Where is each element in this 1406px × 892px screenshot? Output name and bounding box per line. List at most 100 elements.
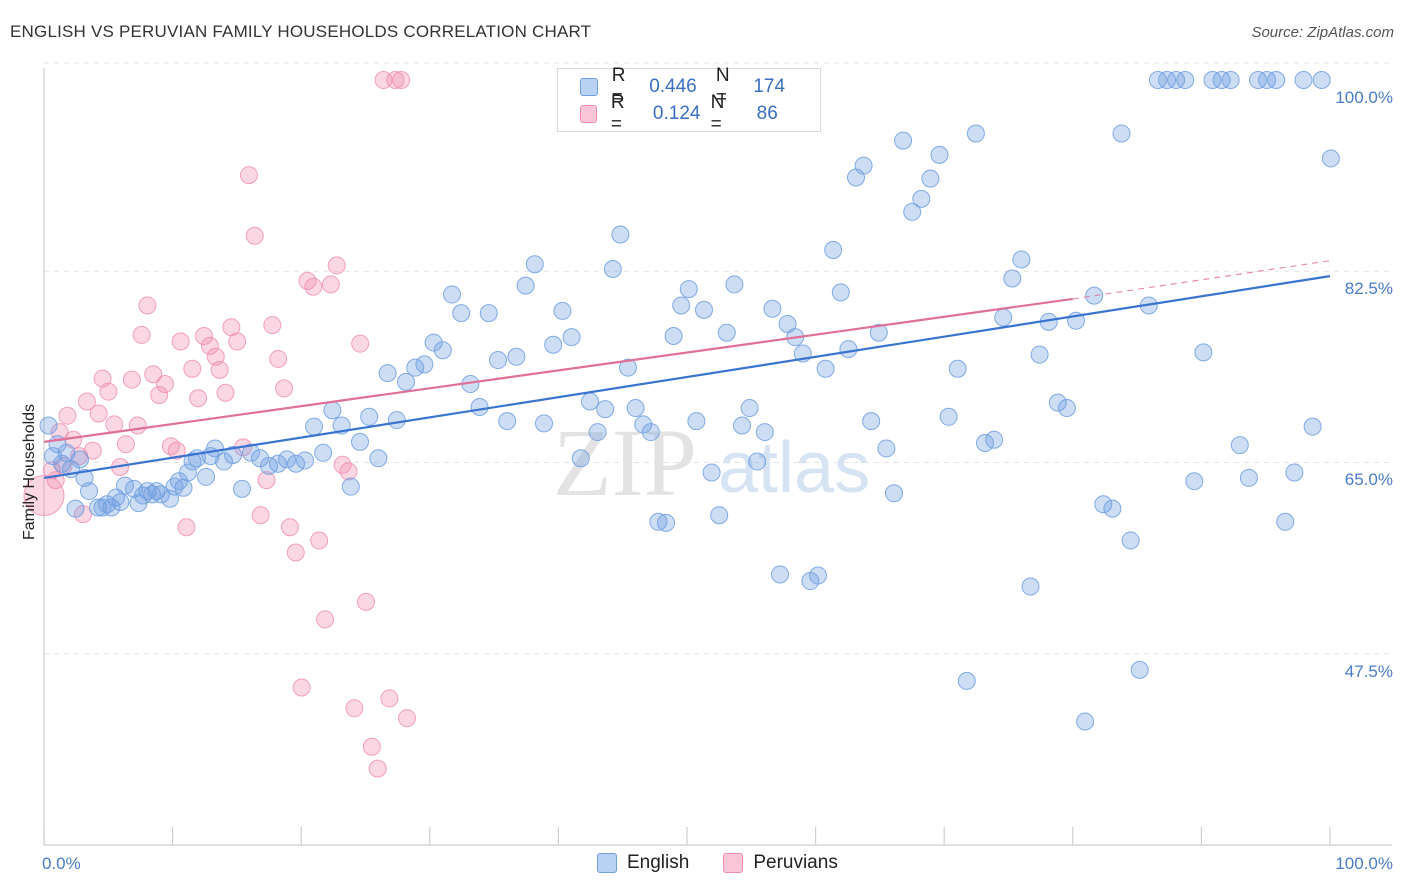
stats-legend: R = 0.446 N = 174 R = 0.124 N = 86	[557, 65, 821, 135]
english-point	[53, 454, 71, 473]
peruvians-point	[83, 441, 102, 460]
peruvians-point	[392, 71, 411, 89]
english-point	[1276, 512, 1295, 531]
english-point	[581, 392, 599, 411]
chart-title: ENGLISH VS PERUVIAN FAMILY HOUSEHOLDS CO…	[10, 22, 592, 41]
english-point	[862, 412, 881, 431]
english-point	[296, 451, 314, 470]
peruvians-point	[144, 365, 163, 384]
english-point	[179, 463, 197, 482]
axes	[43, 68, 1392, 846]
english-point	[415, 355, 434, 374]
english-point	[1185, 472, 1204, 491]
grid-lines	[44, 62, 1392, 655]
y-tick-labels: 100.0% 82.5% 65.0% 47.5%	[1335, 88, 1393, 681]
english-point	[948, 359, 967, 378]
english-point	[824, 240, 843, 259]
english-point	[1285, 463, 1304, 482]
n-value: 86	[756, 103, 778, 124]
english-point	[242, 443, 260, 462]
english-point	[1176, 71, 1195, 89]
peruvians-point	[116, 435, 135, 454]
peruvians-trend-line	[43, 297, 1073, 443]
english-legend-swatch	[597, 853, 617, 873]
english-point	[717, 323, 736, 342]
english-point	[125, 479, 143, 498]
english-point	[39, 416, 58, 435]
y-tick-label: 47.5%	[1345, 662, 1393, 681]
peruvians-point	[245, 226, 264, 245]
english-point	[894, 131, 913, 150]
peruvians-swatch	[580, 105, 597, 123]
english-point	[603, 259, 622, 278]
peruvians-point	[189, 389, 208, 408]
english-point	[535, 414, 553, 433]
peruvians-point	[216, 383, 235, 402]
peruvians-point	[292, 678, 311, 697]
english-point	[1294, 71, 1313, 89]
peruvians-point	[304, 277, 323, 296]
english-point	[1030, 345, 1049, 364]
peruvians-point	[210, 360, 229, 379]
x-tick-label-start: 0.0%	[42, 854, 81, 873]
peruvians-point	[200, 336, 219, 355]
english-point	[619, 358, 637, 377]
english-point	[1103, 499, 1122, 518]
peruvians-point	[228, 332, 247, 351]
legend-item-peruvians: Peruvians	[723, 852, 838, 874]
english-point	[360, 407, 379, 426]
peruvians-point	[23, 474, 65, 516]
english-point	[102, 498, 121, 517]
english-point	[516, 276, 535, 295]
peruvians-point	[132, 325, 151, 344]
english-point	[251, 449, 269, 468]
english-point	[1258, 71, 1277, 89]
english-point	[596, 400, 615, 419]
english-point	[111, 493, 130, 512]
peruvians-point	[310, 531, 329, 550]
english-point	[1112, 124, 1131, 143]
peruvians-point	[286, 543, 305, 562]
peruvians-point	[339, 462, 358, 481]
english-point	[224, 445, 242, 464]
english-point	[985, 430, 1004, 449]
n-value: 174	[753, 76, 786, 97]
english-point	[269, 454, 287, 473]
y-tick-label: 82.5%	[1345, 279, 1393, 298]
english-point	[877, 439, 896, 458]
english-point	[672, 296, 691, 315]
r-value: 0.446	[649, 76, 697, 97]
english-point	[939, 407, 958, 426]
english-point	[809, 566, 827, 585]
english-point	[733, 416, 751, 435]
english-trend-line	[43, 275, 1331, 479]
english-point	[424, 333, 443, 352]
peruvians-point	[156, 375, 174, 394]
english-point	[1057, 399, 1076, 418]
english-point	[657, 513, 675, 532]
english-point	[831, 283, 850, 302]
peruvians-point	[58, 406, 77, 425]
english-swatch	[580, 78, 598, 96]
english-point	[161, 489, 179, 508]
english-point	[1267, 71, 1286, 89]
peruvians-point	[89, 404, 108, 423]
english-point	[215, 452, 233, 471]
peruvians-point	[183, 359, 202, 378]
english-point	[1321, 149, 1340, 168]
english-point	[1076, 712, 1095, 731]
peruvians-point	[327, 256, 346, 275]
english-point	[687, 412, 706, 431]
english-point	[1085, 286, 1104, 305]
english-point	[839, 340, 858, 359]
x-tick-labels: 0.0% 100.0%	[42, 854, 1393, 873]
y-tick-label: 100.0%	[1335, 88, 1393, 107]
english-point	[314, 443, 333, 462]
english-point	[80, 482, 98, 501]
english-point	[611, 225, 630, 244]
english-point	[323, 401, 342, 420]
english-point	[626, 399, 645, 418]
english-point	[507, 347, 526, 366]
legend-item-english: English	[597, 852, 689, 874]
